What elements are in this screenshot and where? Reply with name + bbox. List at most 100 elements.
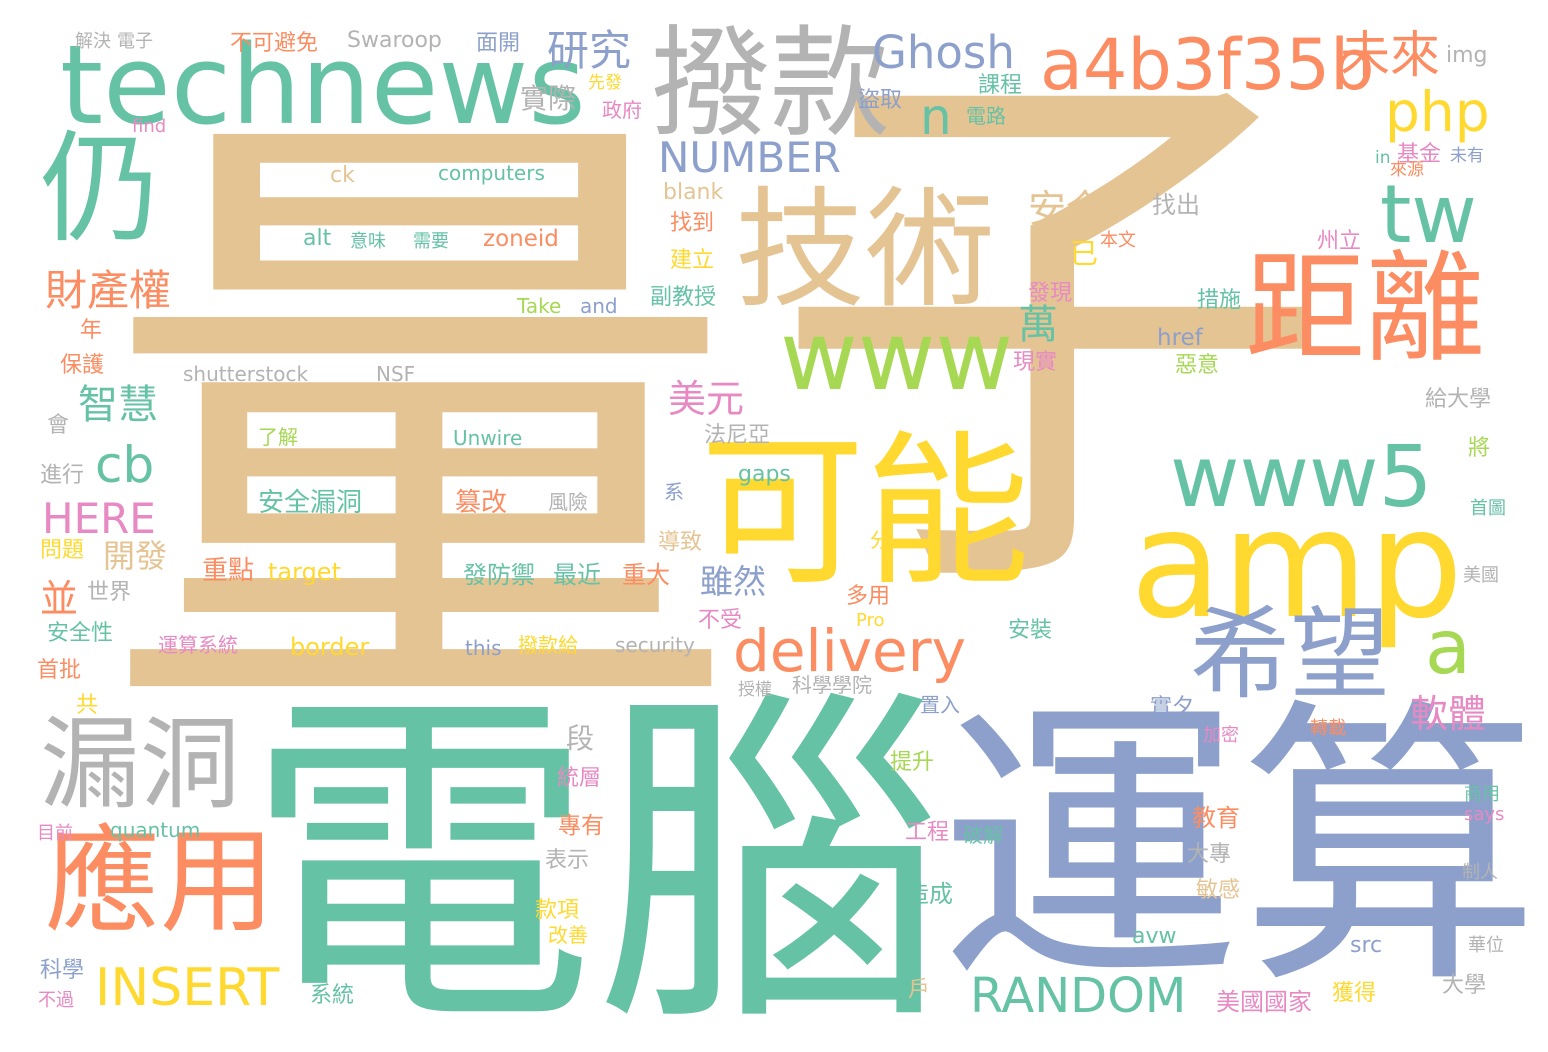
cloud-word: amp	[1130, 478, 1464, 652]
cloud-word: 工程	[905, 820, 950, 845]
cloud-word: 首批	[37, 658, 82, 683]
cloud-word: 世界	[87, 580, 132, 605]
cloud-word: 州立	[1317, 229, 1362, 254]
cloud-word: 專有	[558, 813, 604, 839]
cloud-word: 意味	[350, 231, 386, 252]
cloud-word: technews	[60, 21, 586, 149]
cloud-word: 盜取	[858, 88, 903, 113]
cloud-word: 電腦	[245, 661, 945, 1052]
cloud-word: 款項	[535, 898, 580, 923]
cloud-word: shutterstock	[183, 362, 309, 386]
cloud-word: 電子	[117, 31, 153, 52]
cloud-word: alt	[303, 226, 332, 251]
cloud-word: 重大	[622, 561, 670, 589]
cloud-word: 未有	[1450, 146, 1484, 166]
cloud-word: 商用	[1464, 784, 1500, 805]
cloud-word: 戶	[904, 977, 929, 999]
cloud-word: 未來	[1340, 26, 1440, 84]
cloud-word: 加密	[1203, 725, 1239, 746]
cloud-word: 來源	[1390, 160, 1424, 180]
cloud-word: 年	[80, 318, 103, 343]
cloud-word: 授權	[738, 680, 772, 700]
cloud-word: this	[465, 636, 502, 660]
cloud-word: 電路	[966, 104, 1006, 128]
cloud-word: 給大學	[1425, 387, 1492, 412]
cloud-word: 距離	[1245, 240, 1485, 379]
cloud-word: 運算	[940, 675, 1540, 1024]
cloud-word: 大專	[1187, 842, 1232, 867]
cloud-word: 智慧	[78, 382, 158, 428]
cloud-word: target	[268, 558, 341, 586]
cloud-word: 共	[76, 693, 99, 718]
cloud-word: 分	[870, 528, 890, 552]
cloud-word: src	[1350, 933, 1383, 958]
cloud-word: find	[132, 116, 167, 137]
cloud-word: Unwire	[453, 426, 523, 450]
cloud-word: avw	[1132, 924, 1177, 949]
cloud-word: 解決	[75, 31, 111, 52]
cloud-word: 系統	[310, 983, 355, 1008]
cloud-word: says	[1464, 804, 1505, 825]
cloud-word: 仍	[40, 120, 160, 259]
cloud-word: a	[1425, 603, 1471, 691]
cloud-word: computers	[438, 161, 545, 185]
cloud-word: 撥款給	[518, 633, 578, 657]
cloud-word: 獲得	[1332, 981, 1377, 1006]
cloud-word: 本文	[1100, 230, 1136, 251]
cloud-word: NUMBER	[658, 133, 841, 182]
cloud-word: 美元	[668, 377, 745, 421]
cloud-word: 美國國家	[1216, 988, 1312, 1016]
cloud-word: 政府	[602, 98, 642, 122]
cloud-word: security	[615, 633, 695, 657]
cloud-word: 華位	[1468, 935, 1504, 956]
cloud-word: 先發	[588, 73, 622, 93]
cloud-word: blank	[663, 180, 724, 205]
cloud-word: and	[580, 294, 618, 318]
cloud-word: 了解	[258, 425, 298, 449]
cloud-word: 萬	[1018, 302, 1058, 348]
cloud-word: a4b3f35b	[1040, 24, 1375, 106]
cloud-word: 安全	[1028, 187, 1105, 231]
cloud-word: 面開	[476, 31, 521, 56]
cloud-word: 量	[100, 57, 740, 802]
cloud-word: ck	[330, 163, 355, 188]
cloud-word: 運算系統	[158, 633, 238, 657]
cloud-word: 段	[566, 722, 595, 755]
cloud-word: 重點	[202, 556, 255, 586]
cloud-word: href	[1157, 325, 1203, 351]
cloud-word: gaps	[738, 462, 791, 487]
cloud-word: 現實	[1013, 350, 1058, 375]
cloud-word: RANDOM	[970, 968, 1187, 1024]
cloud-word: www5	[1170, 428, 1433, 527]
cloud-word: 不過	[38, 990, 74, 1011]
cloud-word: 將	[1468, 436, 1491, 461]
cloud-word: 安全性	[47, 621, 114, 646]
cloud-word: 找出	[1152, 191, 1200, 219]
cloud-word: 進行	[40, 463, 85, 488]
cloud-word: 表示	[545, 848, 590, 873]
cloud-word: 改善	[548, 923, 588, 947]
cloud-word: 軟體	[1410, 692, 1487, 736]
cloud-word: zoneid	[483, 226, 559, 252]
cloud-word: NSF	[376, 362, 416, 386]
cloud-word: 轉載	[1310, 718, 1346, 739]
cloud-word: 實際	[520, 82, 577, 115]
cloud-word: INSERT	[95, 958, 280, 1018]
cloud-word: 篡改	[455, 488, 508, 518]
cloud-word: 需要	[413, 231, 449, 252]
cloud-word: 可能	[700, 416, 1030, 608]
cloud-word: 不受	[698, 608, 743, 633]
cloud-word: 建立	[670, 248, 715, 273]
cloud-word: 造成	[905, 880, 953, 908]
cloud-word: 會	[47, 413, 70, 438]
cloud-word: Take	[517, 294, 562, 318]
cloud-word: n	[920, 88, 952, 146]
cloud-word: 安全漏洞	[258, 488, 363, 518]
cloud-word: tw	[1380, 168, 1477, 261]
cloud-word: 統層	[557, 766, 602, 791]
cloud-word: 應用	[45, 815, 276, 949]
cloud-word: 風險	[548, 490, 588, 514]
cloud-word: 置入	[920, 693, 960, 717]
cloud-word: 惡意	[1175, 353, 1220, 378]
cloud-word: 目前	[37, 823, 73, 844]
